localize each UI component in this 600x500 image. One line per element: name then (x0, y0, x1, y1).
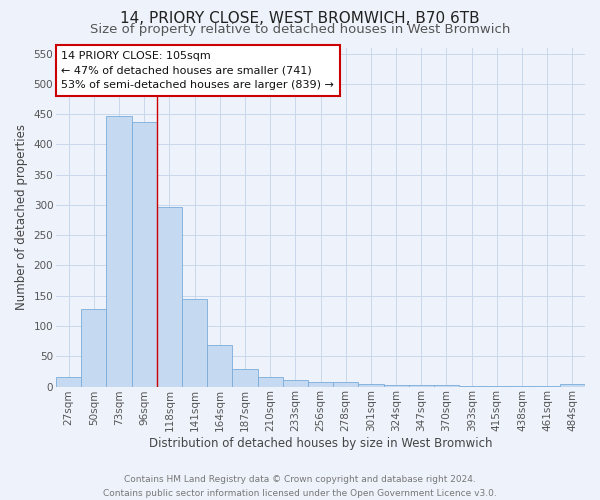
Text: Size of property relative to detached houses in West Bromwich: Size of property relative to detached ho… (90, 22, 510, 36)
Bar (56, 378, 81, 386)
Bar (232, 369, 257, 386)
Text: Contains HM Land Registry data © Crown copyright and database right 2024.
Contai: Contains HM Land Registry data © Crown c… (103, 476, 497, 498)
Text: 14 PRIORY CLOSE: 105sqm
← 47% of detached houses are smaller (741)
53% of semi-d: 14 PRIORY CLOSE: 105sqm ← 47% of detache… (61, 51, 334, 90)
Y-axis label: Number of detached properties: Number of detached properties (15, 124, 28, 310)
Bar (383, 384, 409, 386)
Bar (182, 299, 207, 386)
Bar (333, 382, 358, 386)
Bar (131, 122, 157, 386)
Bar (106, 116, 131, 386)
Bar (257, 378, 283, 386)
Bar (308, 382, 333, 386)
Bar (283, 380, 308, 386)
X-axis label: Distribution of detached houses by size in West Bromwich: Distribution of detached houses by size … (149, 437, 492, 450)
Bar (81, 309, 106, 386)
Bar (560, 384, 585, 386)
Bar (157, 206, 182, 386)
Text: 14, PRIORY CLOSE, WEST BROMWICH, B70 6TB: 14, PRIORY CLOSE, WEST BROMWICH, B70 6TB (120, 11, 480, 26)
Bar (358, 384, 383, 386)
Bar (207, 346, 232, 387)
